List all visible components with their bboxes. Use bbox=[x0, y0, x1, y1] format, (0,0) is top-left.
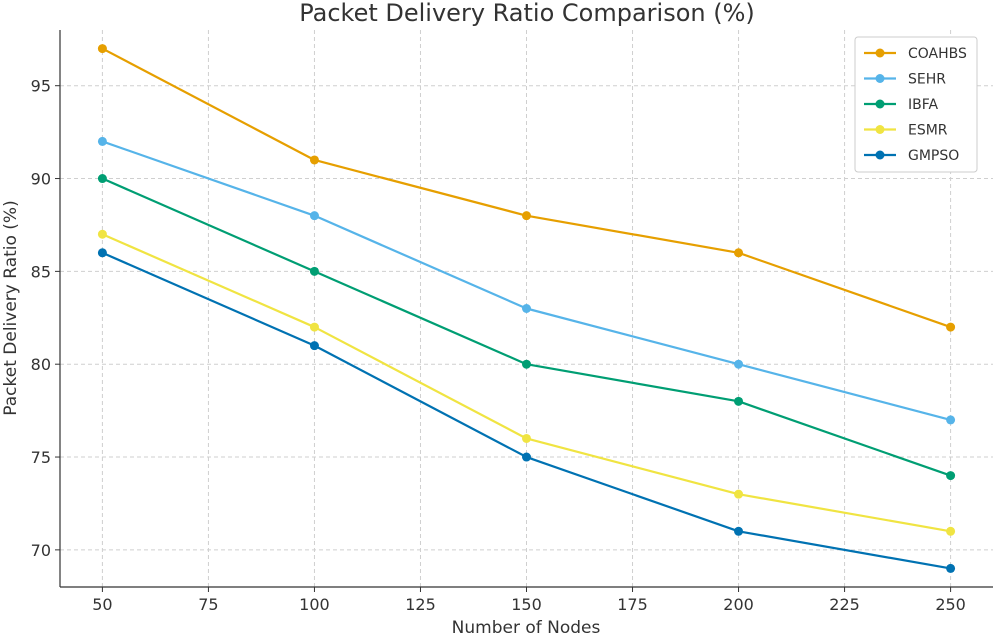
legend-marker bbox=[875, 150, 885, 160]
legend-label: ESMR bbox=[908, 123, 948, 139]
x-ticks: 50 75 100 125 150 175 200 225 250 bbox=[92, 587, 966, 614]
legend-box bbox=[854, 36, 978, 173]
series-line bbox=[102, 140, 951, 421]
legend-item-gmpso: GMPSO bbox=[864, 148, 959, 164]
data-point bbox=[734, 248, 744, 258]
series-sehr bbox=[97, 136, 956, 425]
data-point bbox=[734, 526, 744, 536]
y-ticks: 70 75 80 85 90 95 bbox=[31, 77, 60, 560]
legend-label: COAHBS bbox=[908, 46, 967, 62]
series-gmpso bbox=[97, 248, 956, 573]
legend-item-ibfa: IBFA bbox=[864, 97, 939, 113]
x-tick-label: 100 bbox=[299, 595, 330, 614]
data-point bbox=[97, 136, 107, 146]
data-point bbox=[309, 322, 319, 332]
data-point bbox=[522, 433, 531, 443]
x-tick-label: 125 bbox=[405, 595, 436, 614]
y-tick-label: 70 bbox=[31, 541, 51, 560]
series-ibfa bbox=[97, 174, 956, 481]
data-point bbox=[522, 211, 531, 221]
data-point bbox=[309, 341, 319, 351]
legend-label: SEHR bbox=[908, 72, 946, 88]
data-point bbox=[97, 248, 107, 258]
chart-title: Packet Delivery Ratio Comparison (%) bbox=[299, 0, 755, 27]
data-point bbox=[946, 322, 956, 332]
data-point bbox=[734, 489, 744, 499]
legend-item-sehr: SEHR bbox=[864, 72, 946, 88]
data-point bbox=[946, 563, 956, 573]
data-point bbox=[522, 359, 531, 369]
legend-marker bbox=[875, 74, 885, 83]
data-point bbox=[309, 211, 319, 221]
x-tick-label: 250 bbox=[935, 595, 966, 614]
data-point bbox=[734, 396, 744, 406]
data-point bbox=[734, 359, 744, 369]
y-tick-label: 85 bbox=[31, 262, 51, 281]
y-tick-label: 90 bbox=[31, 170, 51, 189]
x-tick-label: 225 bbox=[829, 595, 860, 614]
data-point bbox=[309, 266, 319, 276]
legend: COAHBS SEHR IBFA ESMR GMPSO bbox=[854, 36, 978, 173]
legend-marker bbox=[875, 99, 885, 109]
x-tick-label: 150 bbox=[511, 595, 542, 614]
x-tick-label: 50 bbox=[92, 595, 112, 614]
legend-marker bbox=[875, 125, 885, 134]
data-point bbox=[309, 155, 319, 165]
data-point bbox=[97, 44, 107, 54]
series-esmr bbox=[97, 229, 956, 536]
x-tick-label: 200 bbox=[723, 595, 754, 614]
data-point bbox=[97, 229, 107, 239]
legend-label: GMPSO bbox=[908, 148, 959, 164]
legend-marker bbox=[875, 48, 885, 58]
y-axis-label: Packet Delivery Ratio (%) bbox=[1, 200, 21, 415]
series bbox=[97, 44, 956, 573]
series-coahbs bbox=[97, 44, 956, 332]
data-point bbox=[522, 304, 531, 313]
data-point bbox=[946, 415, 956, 425]
x-tick-label: 75 bbox=[198, 595, 218, 614]
data-point bbox=[522, 452, 531, 462]
y-tick-label: 95 bbox=[31, 77, 51, 96]
y-tick-label: 80 bbox=[31, 355, 51, 374]
x-axis-label: Number of Nodes bbox=[452, 618, 601, 637]
data-point bbox=[946, 471, 956, 481]
legend-item-coahbs: COAHBS bbox=[864, 46, 967, 62]
legend-item-esmr: ESMR bbox=[864, 123, 948, 139]
data-point bbox=[946, 526, 956, 536]
legend-label: IBFA bbox=[908, 97, 939, 113]
data-point bbox=[97, 174, 107, 184]
x-tick-label: 175 bbox=[617, 595, 648, 614]
y-tick-label: 75 bbox=[31, 448, 51, 467]
